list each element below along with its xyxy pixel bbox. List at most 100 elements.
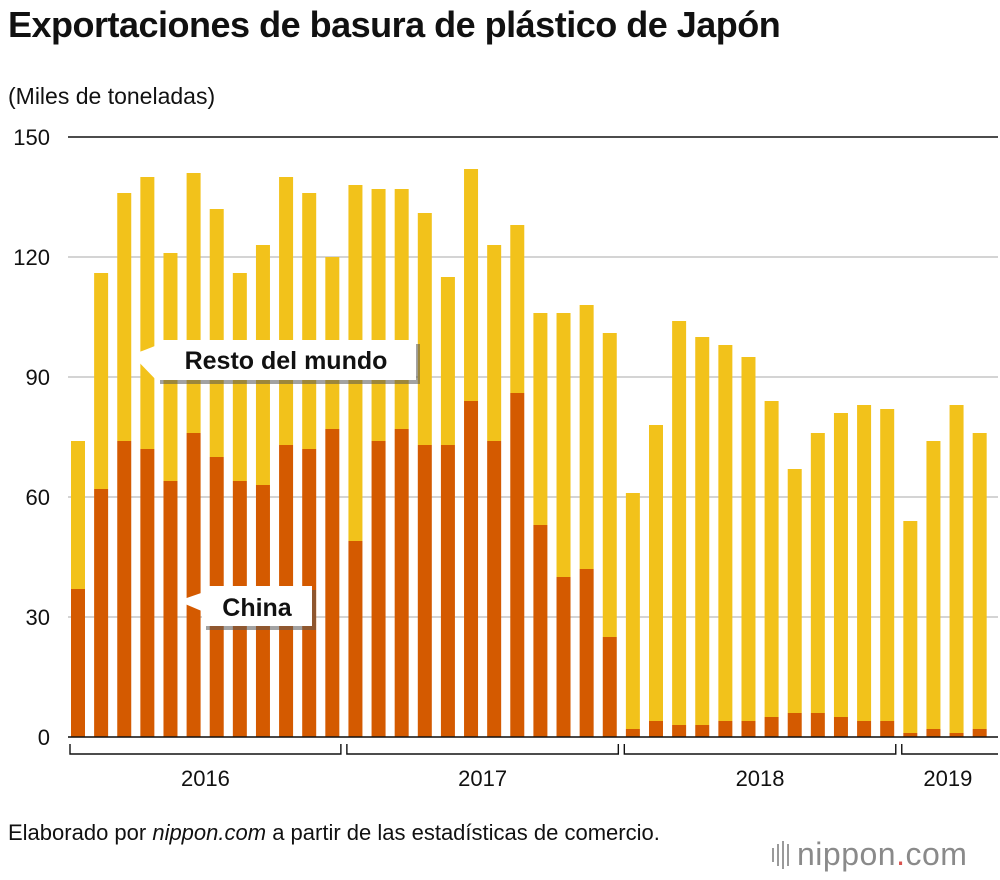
year-bracket bbox=[901, 744, 998, 755]
bar-rest bbox=[186, 173, 201, 433]
year-bracket bbox=[623, 744, 897, 755]
bar-rest bbox=[71, 441, 85, 589]
bar-rest bbox=[695, 337, 710, 725]
bar-rest bbox=[394, 189, 409, 429]
y-tick-label: 90 bbox=[26, 365, 50, 390]
bar-rest bbox=[140, 177, 155, 449]
bar-china bbox=[718, 721, 733, 737]
bar-rest bbox=[602, 333, 617, 637]
bar-china bbox=[348, 541, 363, 737]
y-tick-label: 0 bbox=[38, 725, 50, 750]
bar-rest bbox=[417, 213, 432, 445]
bar-rest bbox=[510, 225, 525, 393]
bar-china bbox=[949, 733, 964, 737]
bar-china bbox=[857, 721, 872, 737]
source-site: nippon.com bbox=[152, 820, 267, 845]
nippon-logo: nippon.com bbox=[772, 836, 967, 873]
bar-china bbox=[695, 725, 710, 737]
legend-rest-callout: Resto del mundo bbox=[132, 340, 420, 384]
bar-china bbox=[417, 445, 432, 737]
bar-china bbox=[926, 729, 941, 737]
year-label: 2016 bbox=[181, 766, 230, 791]
bar-china bbox=[833, 717, 848, 737]
bar-rest bbox=[764, 401, 779, 717]
bar-china bbox=[140, 449, 155, 737]
bar-rest bbox=[903, 521, 918, 733]
bar-china bbox=[579, 569, 594, 737]
bar-china bbox=[464, 401, 479, 737]
bar-china bbox=[117, 441, 132, 737]
y-tick-label: 60 bbox=[26, 485, 50, 510]
bar-rest bbox=[625, 493, 640, 729]
bar-china bbox=[394, 429, 409, 737]
year-bracket bbox=[69, 744, 342, 755]
bar-rest bbox=[279, 177, 294, 445]
bar-china bbox=[440, 445, 455, 737]
bar-china bbox=[810, 713, 825, 737]
bar-china bbox=[510, 393, 525, 737]
y-tick-label: 120 bbox=[13, 245, 50, 270]
x-axis: 2016 2017 2018 2019 bbox=[68, 736, 998, 791]
source-note: Elaborado por nippon.com a partir de las… bbox=[8, 818, 708, 848]
bar-china bbox=[325, 429, 340, 737]
bar-china bbox=[186, 433, 201, 737]
bar-china bbox=[533, 525, 548, 737]
bar-rest bbox=[741, 357, 756, 721]
bar-rest bbox=[117, 193, 132, 441]
bar-china bbox=[602, 637, 617, 737]
year-label: 2018 bbox=[736, 766, 785, 791]
bar-china bbox=[625, 729, 640, 737]
y-axis-label: (Miles de toneladas) bbox=[8, 83, 215, 109]
bar-china bbox=[487, 441, 502, 737]
bar-rest bbox=[371, 189, 386, 441]
bar-china bbox=[741, 721, 756, 737]
bar-china bbox=[787, 713, 802, 737]
bar-rest bbox=[787, 469, 802, 713]
bar-china bbox=[672, 725, 687, 737]
bar-rest bbox=[857, 405, 872, 721]
bar-rest bbox=[810, 433, 825, 713]
bar-rest bbox=[440, 277, 455, 445]
bar-rest bbox=[556, 313, 571, 577]
legend-china-callout: China bbox=[178, 586, 316, 630]
year-label: 2017 bbox=[458, 766, 507, 791]
bar-rest bbox=[833, 413, 848, 717]
bar-rest bbox=[209, 209, 224, 457]
bar-rest bbox=[579, 305, 594, 569]
bar-rest bbox=[487, 245, 502, 441]
bar-china bbox=[903, 733, 918, 737]
bar-china bbox=[972, 729, 987, 737]
bar-rest bbox=[302, 193, 317, 449]
bar-china bbox=[556, 577, 571, 737]
bar-china bbox=[94, 489, 109, 737]
source-prefix: Elaborado por bbox=[8, 820, 153, 845]
legend-rest-label: Resto del mundo bbox=[185, 347, 388, 375]
bar-rest bbox=[94, 273, 109, 489]
bar-rest bbox=[649, 425, 663, 721]
bar-rest bbox=[718, 345, 733, 721]
bar-china bbox=[71, 589, 85, 737]
bar-china bbox=[371, 441, 386, 737]
year-bracket bbox=[346, 744, 620, 755]
logo-bars-icon bbox=[772, 840, 789, 869]
y-tick-label: 150 bbox=[13, 125, 50, 150]
bar-rest bbox=[880, 409, 895, 721]
source-suffix: a partir de las estadísticas de comercio… bbox=[266, 820, 660, 845]
y-axis-ticks: 0 30 60 90 120 150 bbox=[13, 125, 50, 750]
year-label: 2019 bbox=[923, 766, 972, 791]
bar-rest bbox=[464, 169, 479, 401]
bar-rest bbox=[926, 441, 941, 729]
legend-china-label: China bbox=[222, 594, 293, 622]
bar-rest bbox=[533, 313, 548, 525]
logo-text: nippon.com bbox=[797, 836, 968, 872]
bar-china bbox=[649, 721, 663, 737]
bars bbox=[71, 169, 987, 737]
y-tick-label: 30 bbox=[26, 605, 50, 630]
bar-china bbox=[880, 721, 895, 737]
page-title: Exportaciones de basura de plástico de J… bbox=[8, 4, 781, 45]
bar-rest bbox=[672, 321, 687, 725]
bar-china bbox=[764, 717, 779, 737]
bar-rest bbox=[972, 433, 987, 729]
bar-rest bbox=[949, 405, 964, 733]
